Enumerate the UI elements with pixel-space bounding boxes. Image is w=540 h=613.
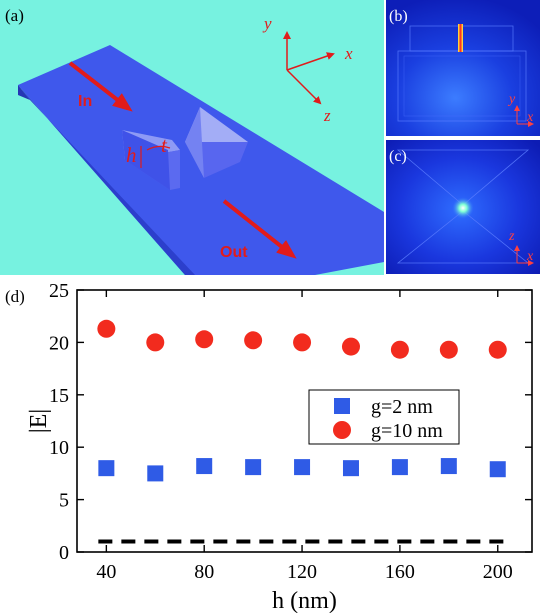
data-point-square xyxy=(196,458,213,475)
panel-c-axis-h: x xyxy=(526,249,534,264)
x-tick-label: 80 xyxy=(194,561,214,583)
data-point-square xyxy=(294,459,311,476)
x-axis-title: h (nm) xyxy=(272,588,337,613)
data-point-circle xyxy=(244,331,263,350)
y-tick-label: 0 xyxy=(59,542,69,564)
y-axis-label: y xyxy=(262,14,272,33)
z-axis-label: z xyxy=(323,106,331,125)
x-axis-label: x xyxy=(344,44,353,63)
gap-hotspot-c xyxy=(452,197,474,219)
out-label: Out xyxy=(220,244,248,261)
z-axis-arrow xyxy=(286,69,322,105)
data-point-square xyxy=(245,459,262,476)
legend-label: g=2 nm xyxy=(371,396,433,418)
dimension-annotations: h t xyxy=(126,133,171,168)
coordinate-axes-a: y x z xyxy=(262,14,353,125)
t-label: t xyxy=(161,133,168,157)
legend-marker-circle xyxy=(333,421,351,439)
data-point-square xyxy=(489,461,506,478)
data-point-square xyxy=(342,460,359,477)
x-tick-label: 160 xyxy=(385,561,415,583)
scatter-chart: 40 80 120 160 200 0 5 10 15 20 25 h (nm) |E| g=2 nmg=… xyxy=(26,280,533,613)
panel-a-label: (a) xyxy=(5,6,24,25)
data-point-circle xyxy=(390,340,409,359)
data-point-square xyxy=(147,465,164,482)
x-tick-label: 120 xyxy=(287,561,317,583)
y-tick-label: 10 xyxy=(49,437,69,459)
t-dimension-arc xyxy=(146,145,171,151)
y-tick-label: 5 xyxy=(59,490,69,512)
data-point-circle xyxy=(146,333,165,352)
y-tick-label: 20 xyxy=(49,332,69,354)
gap-hotspot-b xyxy=(458,24,463,52)
data-point-circle xyxy=(488,340,507,359)
data-point-circle xyxy=(293,333,312,352)
data-point-square xyxy=(98,460,115,477)
x-tick-label: 40 xyxy=(96,561,116,583)
x-tick-label: 200 xyxy=(483,561,513,583)
panel-b-axis-v: y xyxy=(507,92,516,107)
panel-b-axis-h: x xyxy=(526,110,534,125)
legend-marker-square xyxy=(334,398,350,414)
panel-b-label: (b) xyxy=(389,8,408,25)
panel-d-label: (d) xyxy=(5,287,25,306)
data-point-circle xyxy=(341,337,360,356)
out-arrow xyxy=(222,199,297,259)
data-point-square xyxy=(391,459,408,476)
in-label: In xyxy=(78,93,92,110)
y-axis-title: |E| xyxy=(26,409,52,433)
data-point-circle xyxy=(97,319,116,338)
in-arrow xyxy=(68,61,133,112)
legend-label: g=10 nm xyxy=(371,420,443,442)
data-point-circle xyxy=(439,340,458,359)
panel-d: (d) 40 80 120 160 200 0 5 10 15 20 25 h (nm) |E| g=2 … xyxy=(5,280,533,613)
panel-c-axis-v: z xyxy=(508,229,515,244)
panel-c: z x (c) xyxy=(386,140,540,274)
panel-b: y x (b) xyxy=(386,0,540,136)
h-label: h xyxy=(126,143,137,167)
plot-frame xyxy=(76,289,533,553)
x-axis-arrow xyxy=(286,52,335,71)
data-point-square xyxy=(440,458,457,475)
panel-c-label: (c) xyxy=(389,148,407,165)
bowtie-antenna xyxy=(122,107,248,190)
panel-a: h t In Out y x z (a) xyxy=(0,0,384,275)
y-tick-label: 25 xyxy=(49,280,69,302)
y-tick-label: 15 xyxy=(49,385,69,407)
panel-b-field-map xyxy=(386,0,540,136)
data-point-circle xyxy=(195,330,214,349)
